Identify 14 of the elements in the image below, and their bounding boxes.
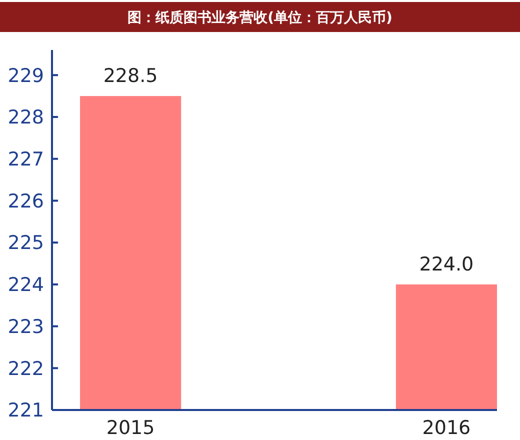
y-tick-label: 228 <box>8 106 44 129</box>
y-tick-label: 224 <box>8 274 44 296</box>
x-tick-label: 2016 <box>422 417 471 439</box>
y-tick-label: 223 <box>8 316 44 338</box>
y-tick-label: 226 <box>8 190 44 212</box>
y-tick-label: 221 <box>8 400 44 422</box>
data-label: 224.0 <box>419 253 474 276</box>
data-label: 228.5 <box>103 65 158 88</box>
y-tick-label: 225 <box>8 232 44 254</box>
chart-title: 图：纸质图书业务营收(单位：百万人民币) <box>128 9 392 26</box>
y-tick-label: 222 <box>8 358 44 380</box>
x-tick-label: 2015 <box>106 417 155 439</box>
y-tick-label: 229 <box>8 64 44 87</box>
y-tick-label: 227 <box>8 148 44 170</box>
